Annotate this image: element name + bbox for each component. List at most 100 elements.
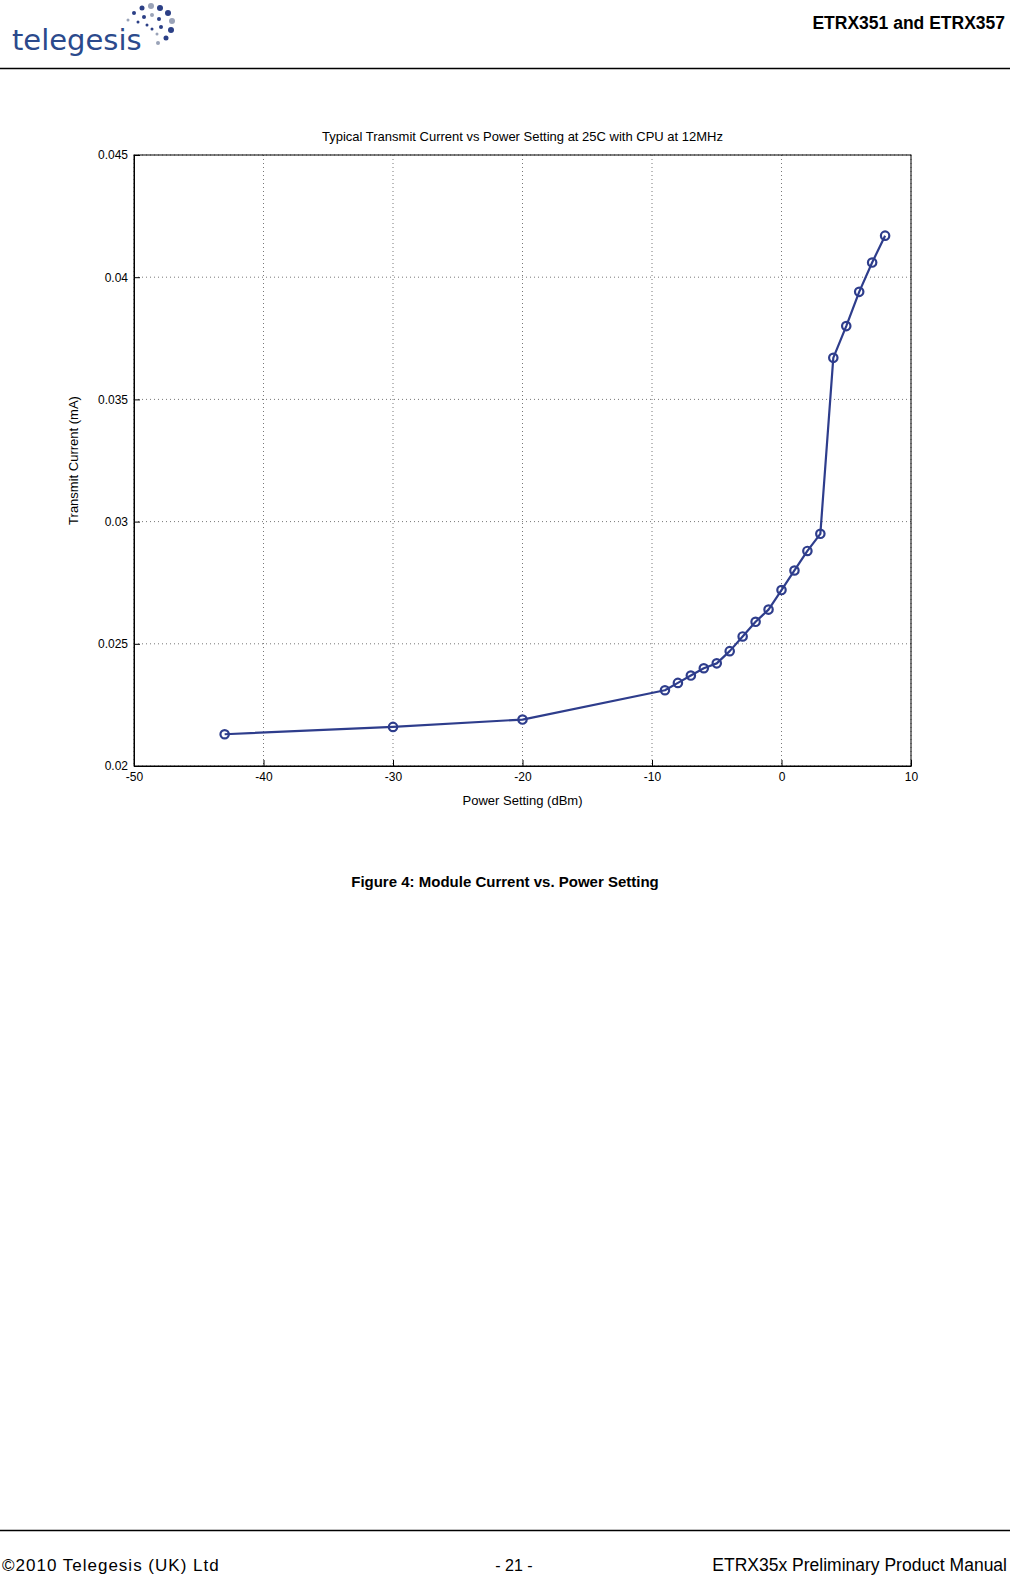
y-axis: 0.02 0.025 0.03 0.035 0.04 0.045 bbox=[98, 148, 140, 773]
x-tick-mark bbox=[782, 760, 783, 766]
data-point bbox=[687, 671, 695, 679]
y-tick-mark bbox=[134, 277, 140, 278]
y-tick-label: 0.035 bbox=[98, 393, 128, 407]
x-tick-label: 0 bbox=[779, 770, 786, 784]
footer: ©2010 Telegesis (UK) Ltd - 21 - ETRX35x Pr… bbox=[0, 1531, 1010, 1576]
data-point bbox=[790, 566, 798, 574]
chart: -50 -40 -30 -20 -10 0 10 0.02 0.025 0.03 0.035 0.04… bbox=[66, 129, 918, 808]
plot-frame bbox=[134, 155, 911, 766]
data-point bbox=[518, 715, 526, 723]
logo-dot bbox=[150, 13, 154, 17]
data-point bbox=[855, 288, 863, 296]
x-tick-label: -40 bbox=[255, 770, 273, 784]
logo-dot bbox=[156, 33, 159, 36]
footer-rule bbox=[0, 1530, 1010, 1532]
y-axis-line bbox=[134, 156, 135, 767]
x-tick-label: -20 bbox=[514, 770, 532, 784]
logo-dot bbox=[146, 24, 149, 27]
x-tick-mark bbox=[523, 760, 524, 766]
data-point bbox=[700, 664, 708, 672]
logo-dot bbox=[140, 6, 145, 11]
data-point bbox=[751, 618, 759, 626]
y-tick: 0.025 bbox=[98, 637, 140, 651]
data-point bbox=[389, 723, 397, 731]
grid-line-y bbox=[134, 399, 911, 400]
data-marks bbox=[220, 231, 889, 738]
y-tick-mark bbox=[134, 644, 140, 645]
x-tick-label: -30 bbox=[385, 770, 403, 784]
logo-dot bbox=[157, 5, 163, 11]
logo-dot bbox=[127, 19, 130, 22]
y-tick-label: 0.02 bbox=[105, 759, 129, 773]
grid-line-x bbox=[522, 155, 523, 766]
y-tick-mark bbox=[134, 399, 140, 400]
header: telegesis ETRX351 and ETRX357 bbox=[0, 3, 1010, 69]
header-rule bbox=[0, 68, 1010, 70]
x-tick-label: -50 bbox=[126, 770, 144, 784]
y-tick-label: 0.03 bbox=[105, 515, 129, 529]
logo-dot bbox=[169, 18, 175, 24]
logo-dot bbox=[132, 11, 136, 15]
data-point bbox=[842, 322, 850, 330]
x-tick: -30 bbox=[385, 760, 403, 784]
data-point bbox=[220, 730, 228, 738]
footer-copyright: ©2010 Telegesis (UK) Ltd bbox=[2, 1556, 220, 1575]
x-tick: -40 bbox=[255, 760, 273, 784]
data-point bbox=[738, 632, 746, 640]
data-point bbox=[868, 258, 876, 266]
grid-line-x bbox=[263, 155, 264, 766]
data-point bbox=[661, 686, 669, 694]
x-tick-label: 10 bbox=[905, 770, 919, 784]
data-point bbox=[777, 586, 785, 594]
data-point bbox=[764, 605, 772, 613]
y-tick: 0.045 bbox=[98, 148, 140, 162]
logo-dot bbox=[142, 15, 146, 19]
logo-dot bbox=[148, 3, 154, 9]
logo-dot bbox=[157, 17, 161, 21]
y-tick-mark bbox=[134, 766, 140, 767]
logo-dot bbox=[156, 41, 160, 45]
y-tick-label: 0.025 bbox=[98, 637, 128, 651]
chart-title: Typical Transmit Current vs Power Settin… bbox=[322, 129, 723, 144]
x-tick: 0 bbox=[779, 760, 786, 784]
grid-line-x bbox=[781, 155, 782, 766]
y-tick: 0.02 bbox=[105, 759, 140, 773]
grid-line-y bbox=[134, 521, 911, 522]
x-tick-label: -10 bbox=[644, 770, 662, 784]
page: telegesis ETRX351 and ETRX357 -50 -40 -30 -20… bbox=[0, 0, 1010, 1579]
x-tick-mark bbox=[393, 760, 394, 766]
grid-line-x bbox=[393, 155, 394, 766]
grid bbox=[134, 155, 911, 766]
logo-dot bbox=[151, 28, 154, 31]
x-tick: -10 bbox=[644, 760, 662, 784]
data-line bbox=[225, 236, 885, 735]
data-point bbox=[674, 679, 682, 687]
data-point bbox=[816, 530, 824, 538]
y-tick-label: 0.045 bbox=[98, 148, 128, 162]
data-point bbox=[713, 659, 721, 667]
x-axis: -50 -40 -30 -20 -10 0 10 bbox=[126, 760, 919, 784]
grid-line-x bbox=[652, 155, 653, 766]
data-point bbox=[881, 231, 889, 239]
x-tick-mark bbox=[652, 760, 653, 766]
logo: telegesis bbox=[12, 23, 142, 57]
caption: Figure 4: Module Current vs. Power Setti… bbox=[351, 873, 659, 890]
data-point bbox=[803, 547, 811, 555]
logo-dot bbox=[168, 27, 174, 33]
y-tick-label: 0.04 bbox=[105, 271, 129, 285]
x-axis-line bbox=[135, 766, 912, 767]
x-tick: 10 bbox=[905, 760, 919, 784]
footer-page: - 21 - bbox=[495, 1557, 532, 1574]
logo-dot bbox=[165, 10, 171, 16]
y-tick-mark bbox=[134, 155, 140, 156]
x-tick-mark bbox=[264, 760, 265, 766]
x-tick-mark bbox=[911, 760, 912, 766]
data-point bbox=[726, 647, 734, 655]
y-tick: 0.04 bbox=[105, 271, 140, 285]
logo-dot bbox=[159, 25, 163, 29]
footer-document: ETRX35x Preliminary Product Manual bbox=[712, 1555, 1007, 1575]
y-axis-title: Transmit Current (mA) bbox=[66, 396, 81, 525]
grid-line-y bbox=[134, 643, 911, 644]
header-title: ETRX351 and ETRX357 bbox=[812, 13, 1005, 33]
y-tick: 0.03 bbox=[105, 515, 140, 529]
